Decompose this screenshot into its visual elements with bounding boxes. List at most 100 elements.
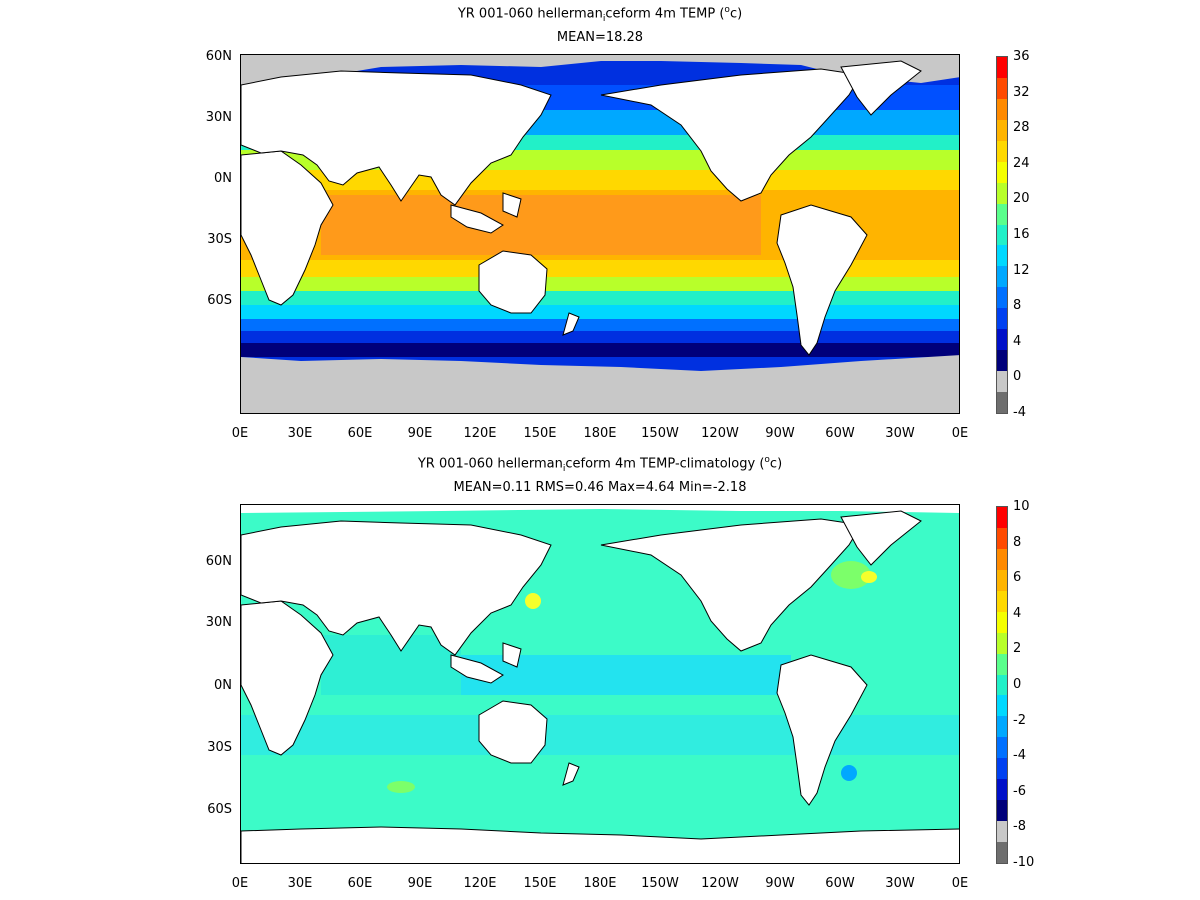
temperature-map: [241, 55, 959, 413]
colorbar-swatch: [997, 758, 1007, 780]
colorbar-tick-label: 0: [1013, 677, 1022, 692]
lon-tick-label: 90W: [765, 426, 795, 441]
colorbar-tick-label: 28: [1013, 120, 1030, 136]
colorbar-swatch: [997, 308, 1007, 330]
colorbar-tick-label: 10: [1013, 499, 1030, 514]
panel2-lat-tick: 30N: [205, 615, 232, 630]
colorbar-swatch: [997, 548, 1007, 570]
panel1-lat-tick: 30N: [205, 110, 232, 125]
colorbar-swatch: [997, 590, 1007, 612]
panel2-colorbar: [996, 506, 1008, 864]
colorbar-swatch: [997, 737, 1007, 759]
colorbar-tick-label: 20: [1013, 191, 1030, 207]
colorbar-tick-label: 8: [1013, 534, 1022, 550]
colorbar-swatch: [997, 695, 1007, 717]
lon-tick-label: 30W: [885, 426, 915, 441]
colorbar-tick-label: 24: [1013, 155, 1030, 171]
panel1-lat-tick: 60N: [205, 49, 232, 64]
colorbar-tick-label: -4: [1013, 748, 1026, 764]
colorbar-tick-label: 36: [1013, 49, 1030, 64]
lon-tick-label: 90E: [407, 426, 433, 441]
lon-tick-label: 0E: [231, 876, 249, 891]
anomaly-map: [241, 505, 959, 863]
lon-tick-label: 30W: [885, 876, 915, 891]
colorbar-swatch: [997, 674, 1007, 696]
colorbar-tick-label: -6: [1013, 783, 1026, 799]
lon-tick-label: 30E: [287, 426, 313, 441]
colorbar-swatch: [997, 266, 1007, 288]
colorbar-swatch: [997, 245, 1007, 267]
colorbar-tick-label: 4: [1013, 333, 1022, 349]
panel2-lat-tick: 60S: [207, 802, 232, 817]
colorbar-tick-label: 12: [1013, 262, 1030, 278]
lon-tick-label: 0E: [951, 876, 969, 891]
lon-tick-label: 0E: [231, 426, 249, 441]
colorbar-swatch: [997, 800, 1007, 822]
colorbar-tick-label: 4: [1013, 605, 1022, 621]
lon-tick-label: 120W: [701, 876, 739, 891]
colorbar-swatch: [997, 161, 1007, 183]
colorbar-swatch: [997, 77, 1007, 99]
panel1-map: [240, 54, 960, 414]
colorbar-swatch: [997, 527, 1007, 549]
panel1-lat-tick: 30S: [207, 232, 232, 247]
colorbar-tick-label: 8: [1013, 298, 1022, 314]
panel1-lat-tick: 60S: [207, 293, 232, 308]
colorbar-tick-label: -2: [1013, 712, 1026, 728]
panel1-subtitle: MEAN=18.28: [556, 30, 644, 45]
colorbar-swatch: [997, 821, 1007, 842]
colorbar-tick-label: 32: [1013, 84, 1030, 100]
colorbar-swatch: [997, 653, 1007, 675]
colorbar-tick-label: 0: [1013, 369, 1022, 385]
colorbar-swatch: [997, 350, 1007, 372]
lon-tick-label: 120W: [701, 426, 739, 441]
lon-tick-label: 30E: [287, 876, 313, 891]
lon-tick-label: 60W: [825, 876, 855, 891]
colorbar-swatch: [997, 287, 1007, 309]
colorbar-swatch: [997, 98, 1007, 120]
panel1-title: YR 001-060 hellermaniceform 4m TEMP (oc): [457, 5, 743, 24]
colorbar-swatch: [997, 842, 1007, 863]
lon-tick-label: 90W: [765, 876, 795, 891]
colorbar-tick-label: 2: [1013, 641, 1022, 657]
panel2-lat-tick: 60N: [205, 554, 232, 569]
lon-tick-label: 150E: [523, 426, 557, 441]
colorbar-swatch: [997, 716, 1007, 738]
colorbar-tick-label: -8: [1013, 819, 1026, 835]
lon-tick-label: 0E: [951, 426, 969, 441]
panel2-subtitle: MEAN=0.11 RMS=0.46 Max=4.64 Min=-2.18: [453, 480, 747, 495]
panel2-title: YR 001-060 hellermaniceform 4m TEMP-clim…: [417, 455, 783, 474]
lon-tick-label: 150W: [641, 876, 679, 891]
colorbar-swatch: [997, 632, 1007, 654]
colorbar-swatch: [997, 392, 1007, 413]
lon-tick-label: 120E: [463, 426, 497, 441]
lon-tick-label: 60E: [347, 426, 373, 441]
colorbar-tick-label: -4: [1013, 405, 1026, 420]
colorbar-swatch: [997, 203, 1007, 225]
panel2-map: [240, 504, 960, 864]
colorbar-swatch: [997, 569, 1007, 591]
colorbar-swatch: [997, 224, 1007, 246]
colorbar-swatch: [997, 119, 1007, 141]
lon-tick-label: 180E: [583, 426, 617, 441]
panel2-lat-tick: 0N: [214, 678, 232, 693]
panel2-lat-tick: 30S: [207, 740, 232, 755]
lon-tick-label: 150E: [523, 876, 557, 891]
colorbar-swatch: [997, 371, 1007, 392]
colorbar-swatch: [997, 140, 1007, 162]
lon-tick-label: 120E: [463, 876, 497, 891]
colorbar-swatch: [997, 611, 1007, 633]
lon-tick-label: 60W: [825, 426, 855, 441]
colorbar-swatch: [997, 507, 1007, 528]
colorbar-swatch: [997, 329, 1007, 351]
colorbar-swatch: [997, 779, 1007, 801]
colorbar-tick-label: 16: [1013, 227, 1030, 242]
colorbar-tick-label: 6: [1013, 570, 1022, 586]
panel1-colorbar: [996, 56, 1008, 414]
lon-tick-label: 90E: [407, 876, 433, 891]
colorbar-tick-label: -10: [1013, 855, 1035, 870]
colorbar-swatch: [997, 57, 1007, 78]
panel1-lat-tick: 0N: [214, 171, 232, 186]
lon-tick-label: 180E: [583, 876, 617, 891]
colorbar-swatch: [997, 182, 1007, 204]
